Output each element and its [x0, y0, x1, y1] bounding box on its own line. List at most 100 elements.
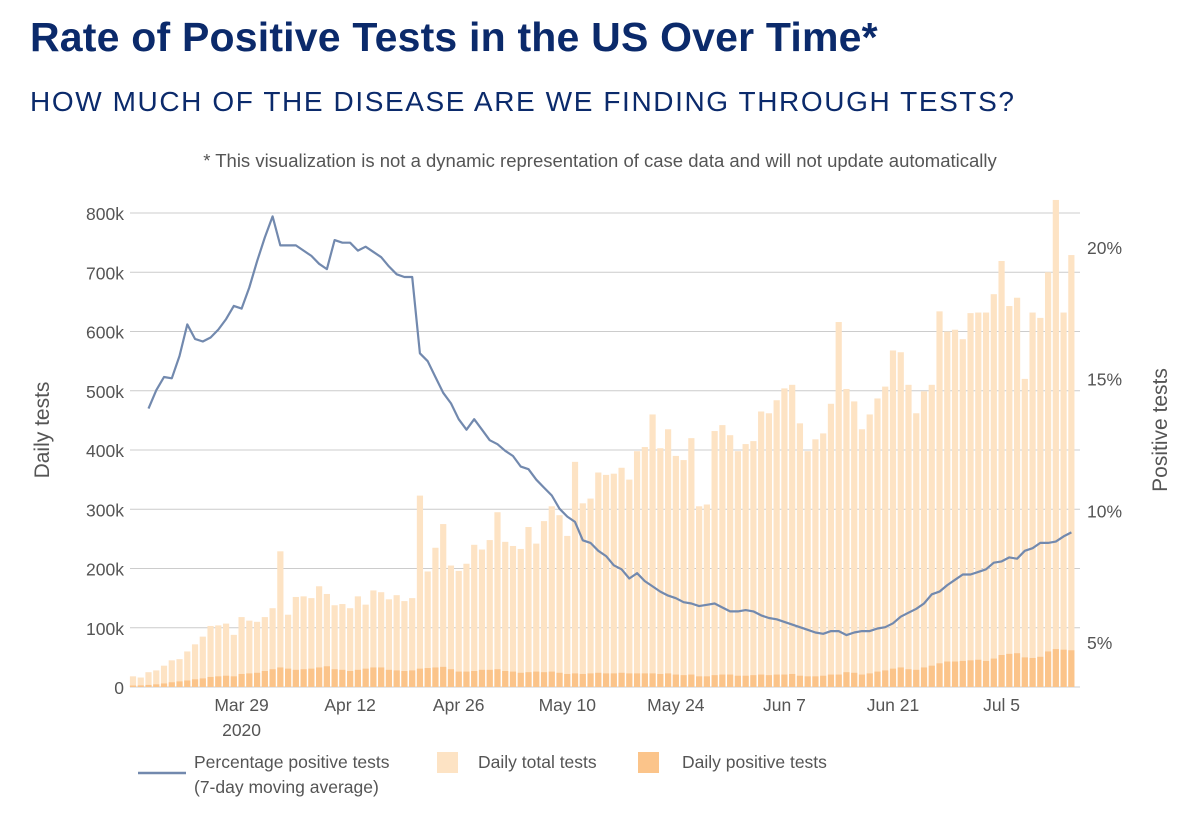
total-test-bar [207, 625, 214, 687]
positive-test-bar [602, 673, 610, 687]
total-test-bar [432, 547, 439, 687]
total-test-bar [750, 441, 757, 687]
total-test-bar [222, 623, 230, 687]
positive-test-bar [680, 675, 687, 687]
total-test-bar [370, 590, 377, 687]
positive-test-bar [998, 655, 1005, 687]
total-test-bar [199, 636, 206, 687]
positive-test-bar [951, 661, 959, 687]
total-test-bar [354, 596, 361, 687]
positive-tests-bars [129, 649, 1075, 687]
positive-test-bar [199, 678, 206, 687]
positive-test-bar [789, 673, 796, 687]
positive-test-bar [145, 684, 152, 687]
x-tick-label: May 24 [647, 695, 705, 715]
total-test-bar [820, 433, 827, 687]
total-test-bar [463, 563, 470, 687]
y-left-tick-label: 300k [86, 500, 124, 520]
total-test-bar [789, 384, 796, 687]
total-test-bar [230, 634, 237, 687]
total-test-bar [936, 311, 943, 687]
positive-test-bar [347, 671, 354, 687]
positive-test-bar [928, 665, 935, 687]
positive-test-bar [261, 671, 268, 687]
total-test-bar [711, 431, 718, 687]
legend-total-swatch [437, 752, 458, 773]
positive-test-bar [533, 671, 540, 687]
total-test-bar [486, 540, 493, 687]
positive-test-bar [494, 669, 501, 687]
positive-test-bar [649, 673, 656, 687]
total-test-bar [509, 545, 517, 687]
x-tick-label: Jun 21 [867, 695, 920, 715]
total-test-bar [378, 592, 385, 687]
total-test-bar [944, 331, 951, 687]
positive-test-bar [820, 675, 827, 687]
total-test-bar [1052, 199, 1059, 687]
positive-test-bar [316, 667, 323, 687]
positive-test-bar [308, 668, 315, 687]
positive-test-bar [191, 679, 199, 687]
positive-test-bar [269, 669, 276, 687]
total-test-bar [858, 429, 866, 687]
positive-test-bar [758, 674, 765, 687]
legend-total-label: Daily total tests [478, 752, 597, 772]
total-test-bar [975, 312, 982, 687]
total-test-bar [951, 329, 959, 687]
positive-test-bar [1037, 656, 1044, 687]
positive-test-bar [804, 676, 811, 687]
y-axis-right-label: Positive tests [1149, 368, 1172, 492]
positive-test-bar [641, 673, 648, 687]
positive-test-bar [401, 671, 408, 687]
total-test-bar [758, 411, 765, 687]
total-test-bar [168, 660, 175, 687]
positive-test-bar [796, 675, 804, 687]
positive-test-bar [959, 660, 966, 687]
positive-test-bar [843, 672, 850, 687]
total-test-bar [928, 384, 935, 687]
positive-test-bar [835, 674, 842, 687]
positive-test-bar [564, 673, 571, 687]
y-left-tick-label: 100k [86, 619, 124, 639]
y-left-tick-label: 600k [86, 323, 124, 343]
total-test-bar [626, 479, 633, 687]
positive-test-bar [160, 683, 168, 687]
total-test-bar [1021, 378, 1028, 687]
positive-test-bar [633, 673, 641, 687]
total-test-bar [285, 614, 292, 687]
positive-test-bar [727, 674, 734, 687]
positive-test-bar [610, 673, 617, 687]
total-test-bar [153, 670, 160, 687]
positive-test-bar [975, 659, 982, 687]
positive-test-bar [905, 669, 912, 687]
positive-test-bar [540, 672, 548, 687]
total-test-bar [246, 620, 253, 687]
positive-test-bar [773, 674, 780, 687]
positive-test-bar [331, 669, 338, 687]
positive-test-bar [1060, 649, 1067, 687]
positive-test-bar [440, 666, 447, 687]
x-tick-label: Jul 5 [983, 695, 1020, 715]
total-test-bar [517, 548, 524, 687]
total-test-bar [657, 448, 664, 687]
total-test-bar [160, 665, 168, 687]
total-test-bar [920, 391, 928, 687]
positive-test-bar [944, 661, 951, 687]
positive-test-bar [703, 676, 710, 687]
percent-positive-line-group [147, 215, 1072, 637]
total-test-bar [866, 414, 873, 687]
total-test-bar [1068, 255, 1075, 687]
positive-test-bar [207, 676, 214, 687]
positive-test-bar [168, 682, 175, 687]
total-test-bar [742, 444, 749, 687]
positive-test-bar [719, 674, 726, 687]
total-test-bar [796, 423, 804, 687]
positive-test-bar [1029, 657, 1036, 687]
total-test-bar [455, 570, 462, 687]
total-test-bar [471, 544, 478, 687]
total-test-bar [215, 625, 222, 687]
positive-test-bar [595, 672, 602, 687]
total-tests-bars [129, 199, 1075, 687]
positive-test-bar [982, 660, 990, 687]
